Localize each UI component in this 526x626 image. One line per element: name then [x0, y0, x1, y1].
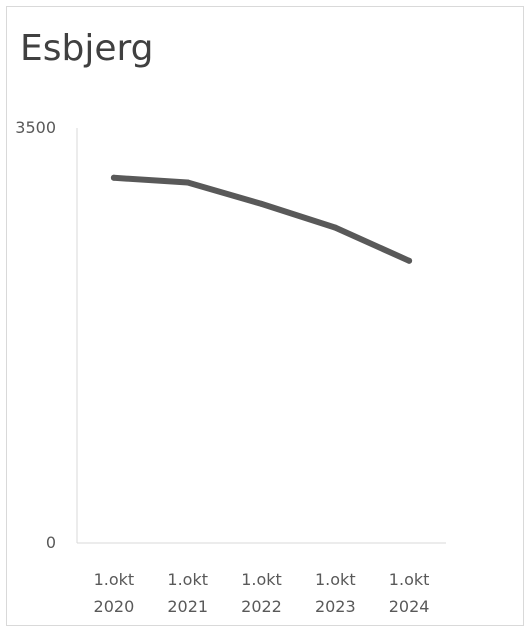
x-tick-label-line2: 2024 [389, 597, 430, 613]
x-tick-label-line1: 1.okt [241, 570, 282, 589]
x-tick-label-line2: 2023 [315, 597, 356, 613]
chart-plot: 3500 0 1.okt 2020 1.okt 2021 1.okt 2022 1.okt 20… [15, 118, 446, 613]
x-tick-label-line1: 1.okt [167, 570, 208, 589]
series-group [110, 174, 413, 264]
x-tick-label-line1: 1.okt [389, 570, 430, 589]
x-tick-label: 1.okt 2024 [389, 570, 430, 613]
y-tick-label: 0 [46, 533, 56, 552]
data-point [258, 200, 265, 207]
series-line [110, 174, 413, 264]
x-tick-label-line1: 1.okt [315, 570, 356, 589]
data-point [332, 224, 339, 231]
chart-title: Esbjerg [20, 28, 154, 69]
data-point [406, 257, 413, 264]
y-tick-labels: 3500 0 [15, 118, 56, 552]
x-tick-label: 1.okt 2021 [167, 570, 208, 613]
x-tick-label-line2: 2022 [241, 597, 282, 613]
data-point [184, 179, 191, 186]
x-tick-label: 1.okt 2023 [315, 570, 356, 613]
x-tick-label-line1: 1.okt [94, 570, 135, 589]
x-tick-label: 1.okt 2022 [241, 570, 282, 613]
x-tick-label-line2: 2020 [94, 597, 135, 613]
x-tick-label-line2: 2021 [167, 597, 208, 613]
chart-frame [6, 6, 524, 626]
y-tick-label: 3500 [15, 118, 56, 137]
data-point [110, 174, 117, 181]
x-tick-label: 1.okt 2020 [94, 570, 135, 613]
